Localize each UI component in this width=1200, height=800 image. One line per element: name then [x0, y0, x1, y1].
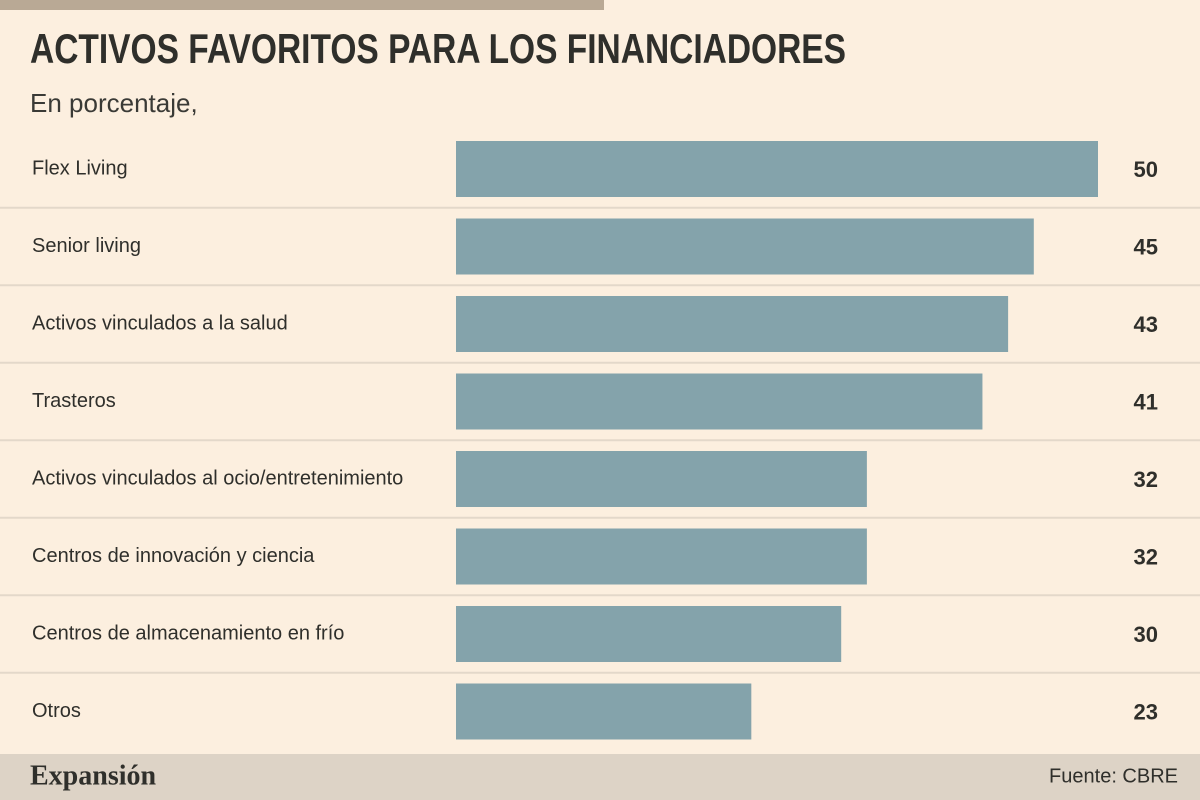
value-label: 32: [1134, 467, 1158, 492]
bar: [456, 528, 867, 585]
value-label: 45: [1134, 234, 1158, 259]
bar: [456, 606, 842, 662]
category-label: Activos vinculados a la salud: [32, 312, 288, 334]
category-label: Otros: [32, 700, 81, 722]
category-label: Centros de almacenamiento en frío: [32, 622, 344, 644]
value-label: 23: [1134, 699, 1158, 724]
top-strip: [0, 0, 604, 10]
bar: [456, 373, 983, 430]
category-label: Activos vinculados al ocio/entretenimien…: [32, 467, 403, 489]
category-label: Senior living: [32, 235, 141, 257]
bar: [456, 296, 1009, 352]
category-label: Trasteros: [32, 390, 116, 412]
footer-band: [0, 754, 1200, 800]
category-label: Centros de innovación y ciencia: [32, 545, 315, 567]
value-label: 41: [1134, 389, 1158, 414]
brand: Expansión: [30, 760, 156, 791]
bar: [456, 218, 1034, 275]
value-label: 32: [1134, 544, 1158, 569]
value-label: 50: [1134, 157, 1158, 182]
value-label: 30: [1134, 622, 1158, 647]
chart-subtitle: En porcentaje,: [30, 88, 198, 118]
source: Fuente: CBRE: [1049, 765, 1178, 787]
bar: [456, 451, 867, 507]
value-label: 43: [1134, 312, 1158, 337]
category-label: Flex Living: [32, 157, 128, 179]
chart-title: ACTIVOS FAVORITOS PARA LOS FINANCIADORES: [30, 25, 846, 72]
bar: [456, 141, 1098, 197]
bar: [456, 683, 752, 740]
